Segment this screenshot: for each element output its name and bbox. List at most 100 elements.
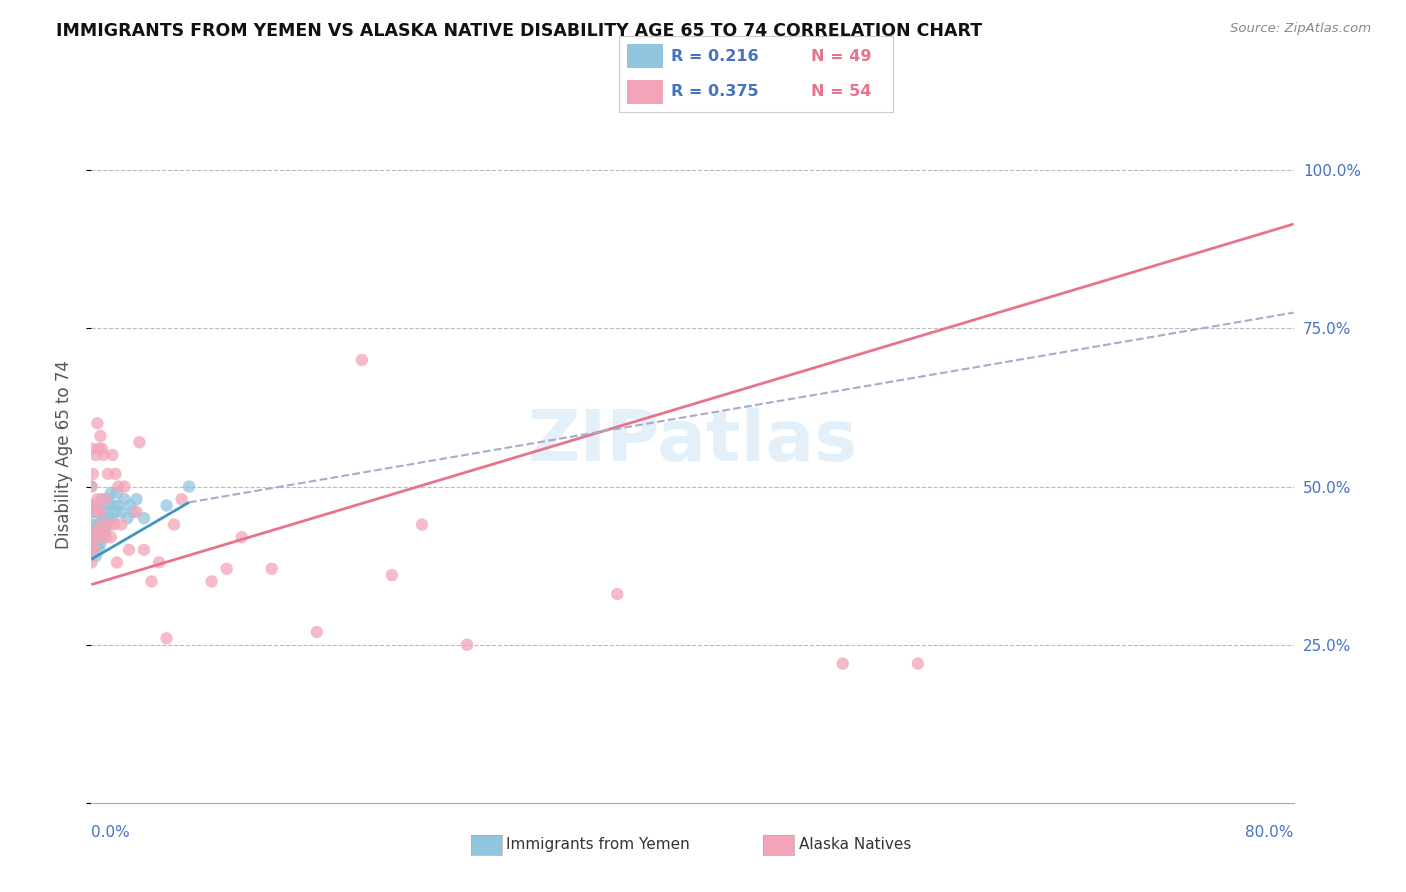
Point [94,492,117,507]
Point [93,511,115,525]
Point [103,499,125,513]
Point [110,505,132,519]
Point [177,479,200,493]
Point [84,505,107,519]
Point [97,492,120,507]
Text: N = 49: N = 49 [810,49,872,63]
Point [86,536,108,550]
Point [132,542,155,557]
Point [101,448,124,462]
Point [125,492,148,507]
Point [148,556,170,570]
Point [105,556,128,570]
Point [80,479,103,493]
Point [350,353,373,368]
Point [104,467,127,481]
Point [94,524,117,538]
Point [110,517,132,532]
Point [201,574,224,589]
Point [83,542,105,557]
Point [103,517,125,532]
Point [93,530,115,544]
Point [231,530,253,544]
Point [82,524,104,538]
Text: 0.0%: 0.0% [91,825,131,840]
Text: 80.0%: 80.0% [1246,825,1294,840]
Point [96,517,118,532]
Point [163,517,186,532]
Text: ZIPatlas: ZIPatlas [527,407,858,475]
Point [83,536,105,550]
Point [80,505,103,519]
Point [170,492,193,507]
Point [215,562,238,576]
Point [100,486,122,500]
Point [83,505,105,519]
Text: R = 0.216: R = 0.216 [671,49,758,63]
Point [117,511,139,525]
Point [89,505,111,519]
Text: R = 0.375: R = 0.375 [671,84,758,98]
Point [155,499,177,513]
Point [87,542,110,557]
Point [89,429,111,443]
Point [82,536,104,550]
Bar [627,44,662,69]
Point [80,524,103,538]
Point [606,587,628,601]
Point [80,479,103,493]
Point [86,492,108,507]
Point [93,524,115,538]
Point [114,492,136,507]
Point [82,542,104,557]
Point [84,448,107,462]
Point [260,562,283,576]
Point [89,536,111,550]
Y-axis label: Disability Age 65 to 74: Disability Age 65 to 74 [55,360,73,549]
Point [907,657,929,671]
Point [128,435,150,450]
Point [82,467,104,481]
Point [84,524,107,538]
Point [90,517,112,532]
Point [94,505,117,519]
Point [84,536,107,550]
Point [82,499,104,513]
Point [381,568,404,582]
Point [84,549,107,563]
Text: N = 54: N = 54 [810,84,872,98]
Point [100,530,122,544]
Point [120,499,142,513]
Point [86,499,108,513]
Point [80,556,103,570]
Point [97,467,120,481]
Point [107,499,129,513]
Point [155,632,177,646]
Point [104,505,127,519]
Point [84,524,107,538]
Point [125,505,148,519]
Point [122,505,145,519]
Point [89,517,111,532]
Point [107,479,129,493]
Point [831,657,853,671]
Point [132,511,155,525]
Point [83,499,105,513]
Point [89,505,111,519]
Point [80,524,103,538]
Text: Alaska Natives: Alaska Natives [799,838,911,852]
Text: Source: ZipAtlas.com: Source: ZipAtlas.com [1230,22,1371,36]
Point [90,442,112,456]
Point [305,625,328,640]
Point [82,517,104,532]
Point [118,542,141,557]
Point [96,530,118,544]
Point [82,505,104,519]
Point [141,574,163,589]
Point [411,517,433,532]
Point [98,517,121,532]
Point [101,511,124,525]
Point [97,511,120,525]
Point [93,448,115,462]
Point [114,479,136,493]
